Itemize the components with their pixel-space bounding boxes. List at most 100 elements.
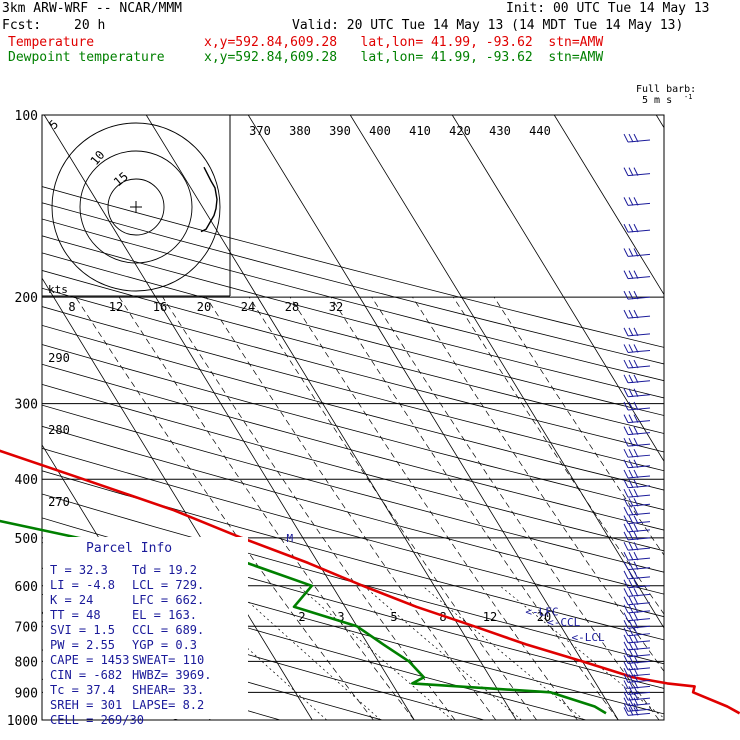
wind-barb-flag — [628, 655, 634, 664]
wind-barb-flag — [633, 270, 639, 279]
wind-barb-flag — [628, 506, 634, 516]
wind-barb-flag — [623, 612, 629, 621]
wind-barb-flag — [633, 327, 639, 337]
wind-barb-flag — [623, 541, 629, 551]
wind-barb-flag — [633, 561, 639, 570]
wind-barb-staff — [627, 660, 651, 664]
wind-barb-flag — [633, 223, 639, 233]
wind-barb-staff — [627, 708, 651, 712]
wind-barb-flag — [628, 686, 634, 695]
level-annotation: <-LFC — [525, 606, 558, 619]
grid-group — [42, 115, 664, 720]
wind-barb-flag — [628, 612, 634, 621]
mixing-ratio-tick-label: 2 — [298, 610, 305, 624]
wind-barb-flag — [623, 414, 629, 423]
dry-adiabat-line — [42, 404, 664, 573]
wind-barb-staff — [627, 618, 651, 622]
legend-temperature-name: Temperature — [8, 35, 95, 50]
wind-barb-flag — [623, 531, 629, 541]
wind-barb-flag — [628, 401, 634, 411]
wind-barb-flag — [628, 270, 634, 279]
hodograph-ring — [107, 178, 165, 236]
dry-adiabat-line — [42, 470, 664, 641]
moist-adiabat-tick-label: 12 — [109, 300, 123, 314]
pressure-tick-label: 200 — [15, 291, 38, 306]
moist-adiabat-line — [289, 296, 578, 720]
legend-dewpoint-info: x,y=592.84,609.28 lat,lon= 41.99, -93.62… — [204, 50, 604, 65]
wind-barb-flag — [628, 620, 634, 629]
isotherm-line — [451, 115, 664, 463]
wind-barb-flag — [628, 570, 634, 580]
parcel-info-panel — [43, 537, 248, 719]
wind-barb-flag — [633, 612, 639, 621]
wind-barb-flag — [633, 655, 639, 664]
wind-barb-staff — [627, 640, 651, 644]
wind-barb-flag — [628, 374, 634, 384]
wind-barb-flag — [628, 197, 634, 206]
wind-barb-staff — [627, 602, 651, 606]
wind-barb-flag — [628, 641, 634, 651]
valid-time: Valid: 20 UTC Tue 14 May 13 (14 MDT Tue … — [292, 18, 684, 33]
isotherm-line — [247, 115, 619, 720]
dry-adiabat-line — [42, 252, 664, 416]
isotherm-line — [553, 115, 664, 296]
wind-barb-flag — [633, 248, 639, 257]
wind-barb-flag — [623, 596, 629, 605]
wind-barb-staff — [627, 529, 651, 533]
wind-barb-flag — [628, 707, 634, 716]
isotherm-line — [43, 115, 415, 720]
wind-barb-staff — [627, 139, 651, 143]
wind-barb-staff — [627, 380, 651, 384]
wind-barb-flag — [628, 648, 634, 657]
wind-barb-staff — [627, 691, 651, 695]
isotherm-line — [655, 115, 664, 129]
wind-barb-flag — [633, 133, 639, 143]
model-title: 3km ARW-WRF -- NCAR/MMM — [2, 1, 183, 16]
hodograph-ring — [79, 150, 193, 264]
wind-barb-flag — [633, 388, 639, 397]
wind-barb-flag — [628, 579, 634, 589]
wind-barb-flag — [633, 523, 639, 533]
wind-barb-staff — [627, 315, 651, 319]
wind-barb-flag — [623, 506, 629, 516]
wind-barb-flag — [623, 488, 629, 498]
parcel-info-left-value: PW = 2.55 — [50, 638, 115, 652]
wind-barb-flag — [633, 359, 639, 369]
hodograph-speed-label: 15 — [111, 169, 131, 189]
wind-barb-staff — [627, 633, 651, 637]
forecast-label: Fcst: — [2, 18, 42, 33]
wind-barb-flag — [633, 570, 639, 580]
wind-barb-flag — [633, 290, 639, 300]
wind-barb-flag — [633, 469, 639, 479]
wind-barb-staff — [627, 673, 651, 677]
wind-barb-flag — [623, 167, 629, 176]
moist-adiabat-line — [118, 296, 415, 720]
wind-barb-flag — [628, 697, 634, 706]
wind-barb-flag — [628, 498, 634, 507]
wind-barb-flag — [623, 570, 629, 580]
pressure-tick-label: 700 — [15, 620, 38, 635]
wind-barb-staff — [627, 333, 651, 337]
wind-barb-flag — [633, 661, 639, 671]
dry-adiabat-line — [42, 493, 664, 665]
wind-barb-flag — [623, 674, 629, 683]
forecast-hour: 20 h — [74, 18, 106, 33]
wind-barb-flag — [633, 531, 639, 541]
wind-barb-staff — [627, 420, 651, 424]
wind-barb-flag — [623, 309, 629, 319]
wind-barb-staff — [627, 407, 651, 411]
dry-adiabat-line — [42, 202, 664, 365]
wind-barb-flag — [623, 703, 629, 712]
level-annotation: M — [286, 532, 293, 545]
wind-barb-flag — [623, 426, 629, 435]
pressure-tick-label: 300 — [15, 398, 38, 413]
dry-adiabat-line — [42, 593, 485, 720]
wind-barb-flag — [633, 374, 639, 384]
wind-barb-flag — [628, 523, 634, 533]
dry-adiabat-tick-label: 430 — [489, 124, 511, 138]
wind-barb-flag — [623, 359, 629, 369]
wind-barb-staff — [627, 173, 651, 177]
wind-barb-flag — [623, 707, 629, 716]
parcel-info-right-value: EL = 163. — [132, 608, 197, 622]
